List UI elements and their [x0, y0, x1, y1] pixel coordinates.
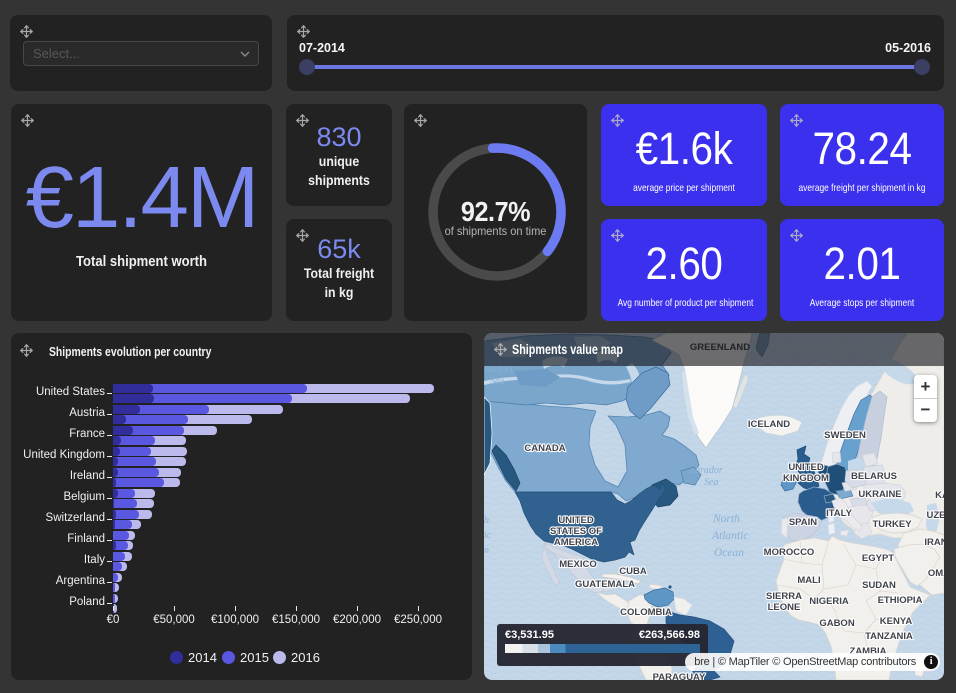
- svg-text:SPAIN: SPAIN: [789, 517, 817, 528]
- svg-text:Atlantic: Atlantic: [711, 530, 748, 542]
- svg-text:COLOMBIA: COLOMBIA: [620, 607, 672, 618]
- svg-text:Beaufort: Beaufort: [484, 364, 513, 375]
- svg-text:ETHIOPIA: ETHIOPIA: [878, 595, 923, 606]
- svg-text:TANZANIA: TANZANIA: [865, 631, 913, 642]
- svg-text:GUATEMALA: GUATEMALA: [575, 579, 635, 590]
- svg-text:ICELAND: ICELAND: [748, 419, 790, 430]
- svg-text:SIERRA: SIERRA: [766, 591, 802, 602]
- svg-text:AMERICA: AMERICA: [554, 537, 598, 548]
- svg-text:Ocean: Ocean: [714, 547, 744, 559]
- svg-text:Sea: Sea: [490, 376, 504, 387]
- svg-text:Sea: Sea: [704, 477, 718, 488]
- svg-text:ITALY: ITALY: [826, 508, 853, 519]
- svg-text:EGYPT: EGYPT: [862, 553, 894, 564]
- svg-text:CUBA: CUBA: [619, 566, 647, 577]
- svg-text:MALI: MALI: [797, 575, 820, 586]
- svg-text:North: North: [712, 513, 740, 525]
- svg-text:UNITED: UNITED: [558, 515, 594, 526]
- svg-text:UZE: UZE: [927, 510, 945, 521]
- svg-text:NIGERIA: NIGERIA: [809, 596, 849, 607]
- svg-text:OMA: OMA: [928, 568, 944, 579]
- svg-text:SWEDEN: SWEDEN: [824, 430, 866, 441]
- svg-text:CANADA: CANADA: [524, 443, 565, 454]
- svg-text:GABON: GABON: [819, 618, 855, 629]
- svg-text:SUDAN: SUDAN: [862, 580, 896, 591]
- svg-text:KA: KA: [935, 490, 944, 501]
- svg-text:UNITED: UNITED: [788, 462, 824, 473]
- svg-text:n: n: [484, 545, 489, 556]
- svg-text:STATES OF: STATES OF: [550, 526, 602, 537]
- svg-text:abrador: abrador: [690, 465, 723, 476]
- svg-text:MEXICO: MEXICO: [559, 559, 596, 570]
- svg-text:IRAN: IRAN: [924, 537, 944, 548]
- svg-text:MOROCCO: MOROCCO: [764, 547, 815, 558]
- svg-text:KINGDOM: KINGDOM: [783, 473, 829, 484]
- svg-text:PARAGUAY: PARAGUAY: [653, 672, 706, 680]
- svg-text:UKRAINE: UKRAINE: [858, 489, 901, 500]
- svg-text:ic: ic: [484, 530, 492, 541]
- svg-text:KENYA: KENYA: [880, 616, 913, 627]
- svg-text:BELARUS: BELARUS: [851, 471, 897, 482]
- svg-text:LEONE: LEONE: [768, 602, 801, 613]
- svg-text:TURKEY: TURKEY: [872, 519, 912, 530]
- svg-text:h: h: [484, 515, 489, 526]
